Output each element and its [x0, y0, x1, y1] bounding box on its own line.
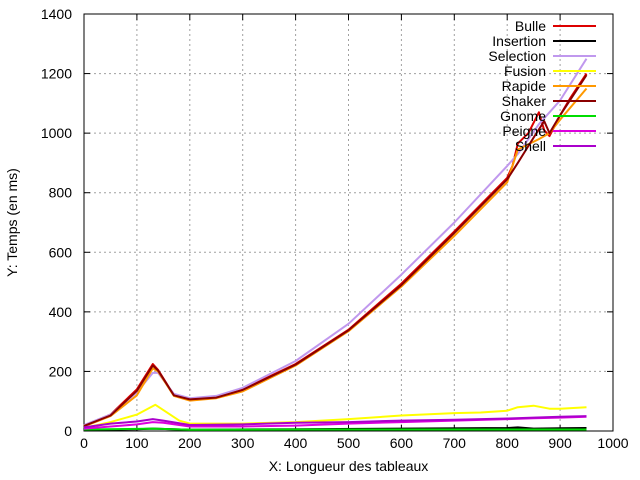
axis-ticks: 0 100 200 300 400 500 600 700 800 900 1000 0 200 400 6… [41, 6, 629, 451]
x-tick-label: 200 [178, 435, 202, 451]
series-lines [83, 58, 588, 432]
series-line-fusion [83, 403, 587, 429]
legend: BulleInsertionSelectionFusionRapideShake… [488, 18, 596, 154]
x-tick-label: 500 [337, 435, 361, 451]
legend-label: Bulle [515, 18, 546, 34]
y-tick-label: 600 [49, 244, 73, 260]
x-tick-label: 800 [496, 435, 520, 451]
x-tick-label: 0 [80, 435, 88, 451]
legend-label: Fusion [504, 63, 546, 79]
legend-label: Selection [488, 48, 546, 64]
x-tick-label: 100 [125, 435, 149, 451]
legend-label: Peigne [502, 123, 546, 139]
series-line-gnome [83, 427, 587, 431]
x-tick-label: 400 [284, 435, 308, 451]
series-line-shell [83, 415, 587, 429]
y-tick-label: 1000 [41, 125, 72, 141]
x-tick-label: 600 [390, 435, 414, 451]
x-tick-label: 300 [231, 435, 255, 451]
x-tick-label: 900 [548, 435, 572, 451]
legend-label: Shaker [502, 93, 547, 109]
y-axis-label: Y: Temps (en ms) [4, 168, 20, 277]
legend-label: Gnome [500, 108, 546, 124]
y-tick-label: 1400 [41, 6, 72, 22]
y-tick-label: 0 [64, 423, 72, 439]
x-axis-label: X: Longueur des tableaux [269, 458, 429, 474]
series-line-shaker [83, 74, 588, 427]
y-tick-label: 800 [49, 185, 73, 201]
legend-label: Shell [515, 138, 546, 154]
y-tick-label: 1200 [41, 66, 72, 82]
y-tick-label: 400 [49, 304, 73, 320]
series-line-selection [83, 58, 588, 426]
legend-label: Insertion [492, 33, 546, 49]
y-tick-label: 200 [49, 363, 73, 379]
x-tick-label: 700 [443, 435, 467, 451]
x-tick-label: 1000 [597, 435, 628, 451]
grid [84, 14, 613, 431]
legend-label: Rapide [502, 78, 547, 94]
